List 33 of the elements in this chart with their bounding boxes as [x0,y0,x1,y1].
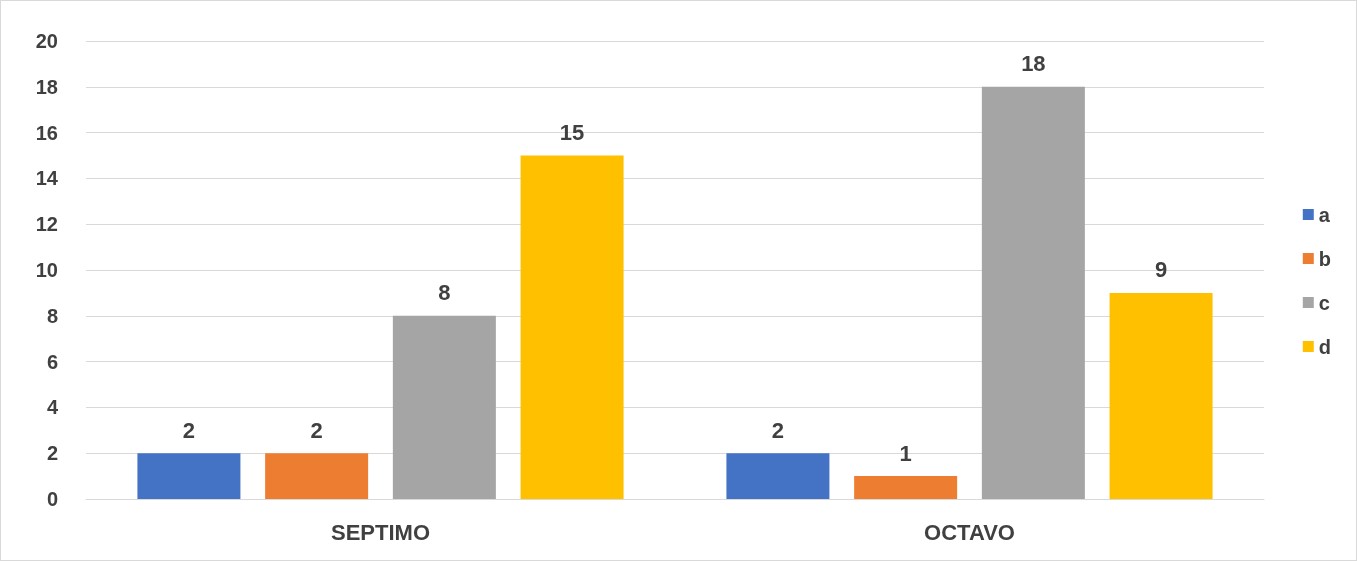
x-tick-label: SEPTIMO [330,519,431,545]
data-label: 9 [1154,257,1168,283]
legend-label: d [1318,335,1331,358]
data-label: 8 [438,280,451,306]
bar [265,453,369,499]
y-tick-label: 16 [35,121,58,144]
data-label: 15 [559,120,585,145]
legend-label: a [1318,203,1331,226]
bar [1109,292,1213,499]
bar [520,155,624,499]
y-tick-label: 2 [46,442,58,465]
data-label: 2 [771,417,785,443]
legend-label: c [1318,291,1330,314]
bar [392,315,496,499]
bar [726,453,830,499]
data-label: 18 [1021,51,1046,77]
y-tick-label: 20 [35,30,58,52]
bar [137,453,241,499]
y-tick-label: 10 [35,259,58,281]
y-tick-label: 8 [46,304,58,327]
y-tick-label: 18 [35,75,58,98]
legend-label: b [1318,247,1331,270]
y-tick-label: 6 [46,350,58,373]
bar [854,476,958,499]
y-tick-label: 14 [35,167,59,190]
y-tick-label: 12 [35,213,58,236]
data-label: 2 [310,417,323,443]
y-tick-label: 0 [46,488,58,510]
bar [981,86,1085,499]
x-tick-label: OCTAVO [924,519,1015,545]
data-label: 1 [899,440,912,466]
data-label: 2 [182,417,196,443]
y-tick-label: 4 [46,396,59,419]
